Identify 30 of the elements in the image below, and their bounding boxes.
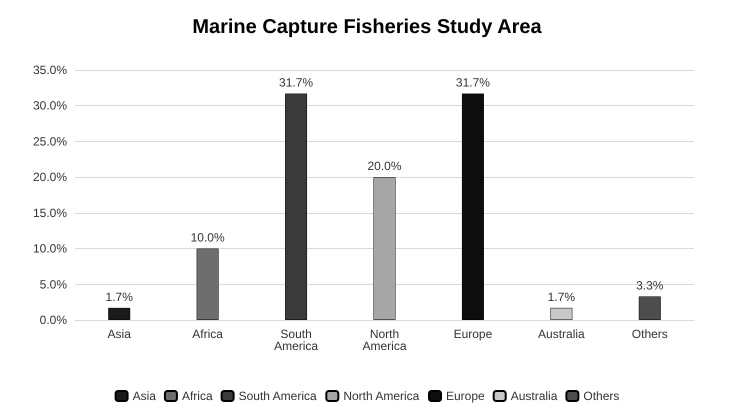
data-label: 20.0% [367, 159, 402, 174]
data-label: 1.7% [106, 290, 134, 304]
data-label: 10.0% [190, 230, 225, 245]
legend-label: Europe [446, 389, 486, 403]
y-tick-label: 10.0% [32, 242, 68, 256]
data-label: 31.7% [456, 76, 490, 90]
x-tick-label: Others [632, 327, 668, 341]
y-tick-label: 15.0% [32, 206, 68, 220]
data-label: 31.7% [279, 76, 314, 90]
legend-label: Africa [182, 389, 213, 403]
data-label: 3.3% [636, 278, 664, 292]
x-tick-label: Asia [108, 327, 132, 341]
legend-label: Australia [510, 389, 558, 403]
x-tick-label: North America [362, 327, 407, 353]
legend-label: Others [583, 389, 620, 403]
chart-title: Marine Capture Fisheries Study Area [192, 16, 543, 38]
x-tick-label: South America [274, 327, 318, 353]
legend-label: Asia [132, 389, 156, 403]
y-tick-label: 30.0% [32, 98, 68, 113]
y-tick-label: 35.0% [32, 63, 68, 77]
legend-label: North America [343, 389, 420, 403]
data-label: 1.7% [548, 290, 576, 304]
y-tick-label: 5.0% [40, 277, 68, 292]
x-tick-label: Africa [192, 327, 224, 341]
y-tick-label: 20.0% [32, 170, 68, 184]
y-tick-label: 0.0% [40, 313, 68, 327]
legend-label: South America [238, 389, 317, 403]
x-tick-label: Europe [454, 327, 493, 341]
x-tick-label: Australia [538, 327, 586, 341]
y-tick-label: 25.0% [32, 134, 68, 148]
